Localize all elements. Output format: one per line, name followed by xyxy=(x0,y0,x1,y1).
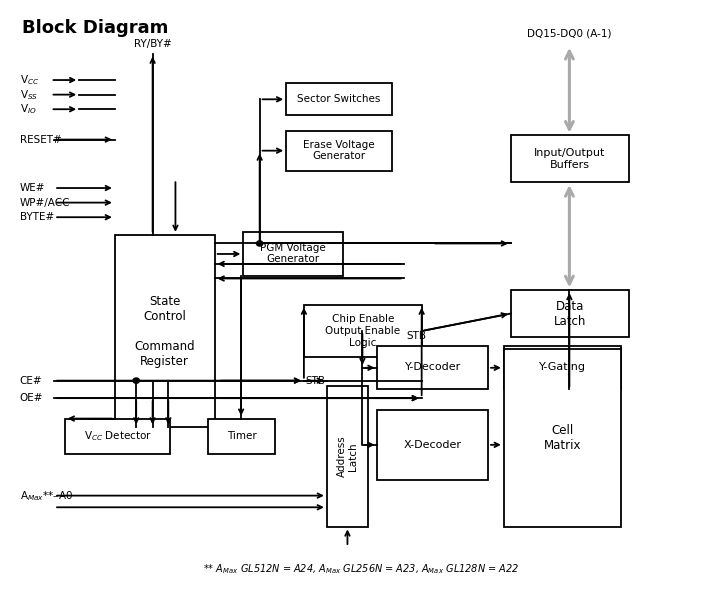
Text: CE#: CE# xyxy=(20,376,43,385)
Text: Timer: Timer xyxy=(227,431,256,441)
Text: V$_{IO}$: V$_{IO}$ xyxy=(20,102,37,116)
Text: Cell
Matrix: Cell Matrix xyxy=(544,423,581,452)
Text: Erase Voltage
Generator: Erase Voltage Generator xyxy=(303,140,375,162)
Text: V$_{SS}$: V$_{SS}$ xyxy=(20,88,38,102)
Text: V$_{CC}$ Detector: V$_{CC}$ Detector xyxy=(84,429,152,443)
Bar xyxy=(378,410,488,480)
Text: Y-Gating: Y-Gating xyxy=(539,362,586,372)
Bar xyxy=(207,419,275,453)
Text: Sector Switches: Sector Switches xyxy=(297,94,380,104)
Text: RESET#: RESET# xyxy=(20,134,61,144)
Bar xyxy=(286,131,392,170)
Text: A$_{Max}$**–A0: A$_{Max}$**–A0 xyxy=(20,489,73,503)
Bar xyxy=(286,83,392,115)
Circle shape xyxy=(256,241,263,246)
Text: X-Decoder: X-Decoder xyxy=(404,440,462,450)
Bar xyxy=(504,349,622,526)
Bar xyxy=(378,346,488,390)
Bar xyxy=(504,346,622,390)
Text: WP#/ACC: WP#/ACC xyxy=(20,198,70,208)
Bar xyxy=(65,419,170,453)
Text: PGM Voltage
Generator: PGM Voltage Generator xyxy=(261,243,326,265)
Bar xyxy=(511,290,629,337)
Text: DQ15-DQ0 (A-1): DQ15-DQ0 (A-1) xyxy=(527,28,612,38)
Text: STB: STB xyxy=(305,376,326,385)
Text: BYTE#: BYTE# xyxy=(20,212,54,222)
Text: State
Control

Command
Register: State Control Command Register xyxy=(134,295,195,368)
Text: Block Diagram: Block Diagram xyxy=(22,19,168,37)
Bar xyxy=(511,136,629,182)
Text: OE#: OE# xyxy=(20,393,43,403)
Text: Y-Decoder: Y-Decoder xyxy=(404,362,461,372)
Text: Input/Output
Buffers: Input/Output Buffers xyxy=(534,148,606,170)
Text: Data
Latch: Data Latch xyxy=(554,300,586,327)
Bar xyxy=(243,232,343,275)
Text: STB: STB xyxy=(406,331,427,340)
Bar xyxy=(115,234,214,427)
Bar xyxy=(304,305,422,358)
Text: RY/BY#: RY/BY# xyxy=(134,39,172,49)
Text: Chip Enable
Output Enable
Logic: Chip Enable Output Enable Logic xyxy=(325,314,400,348)
Text: ** $A_{Max}$ GL512N = A24, $A_{Max}$ GL256N = A23, $A_{Max}$ GL128N = A22: ** $A_{Max}$ GL512N = A24, $A_{Max}$ GL2… xyxy=(203,562,519,576)
Text: Address
Latch: Address Latch xyxy=(336,436,358,477)
Circle shape xyxy=(133,378,139,383)
Bar xyxy=(327,387,368,526)
Text: V$_{CC}$: V$_{CC}$ xyxy=(20,73,39,87)
Text: WE#: WE# xyxy=(20,183,45,193)
